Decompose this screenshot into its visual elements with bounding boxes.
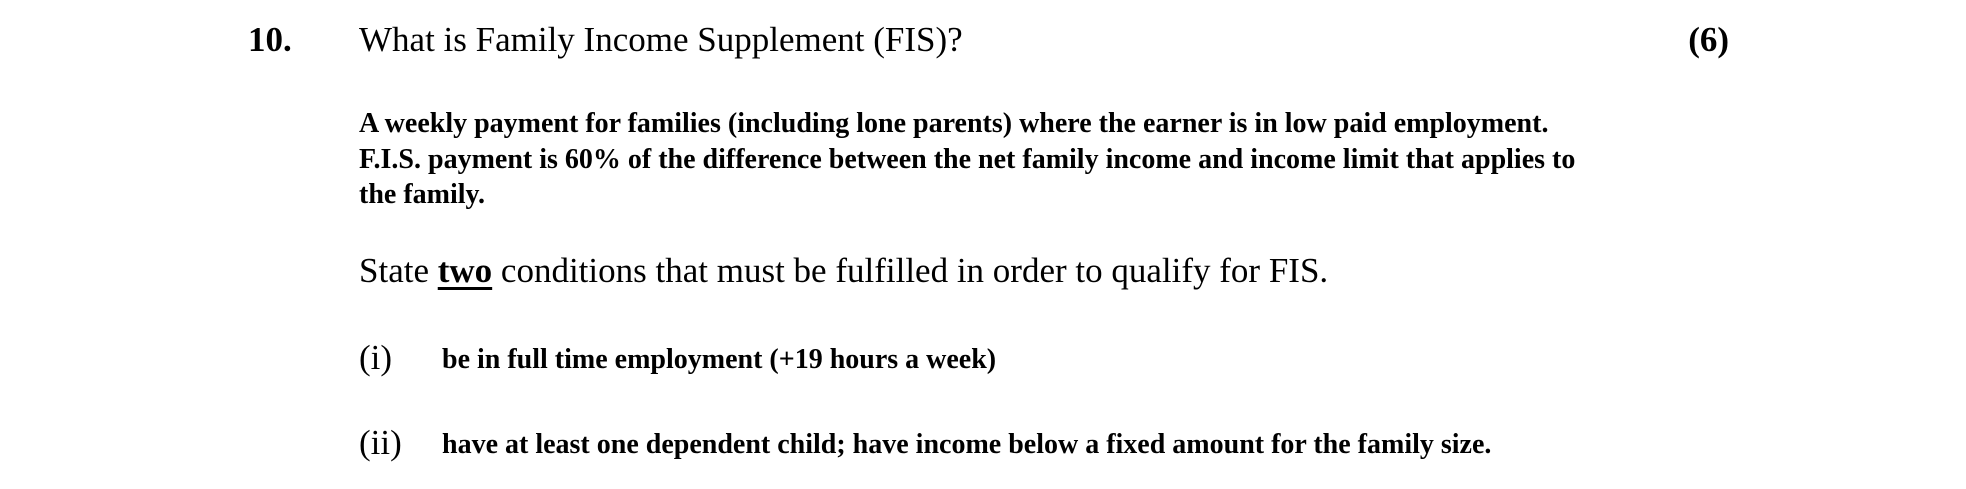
condition-label: (i): [359, 338, 393, 377]
conditions-prompt: State two conditions that must be fulfil…: [359, 251, 1328, 291]
condition-answer: have at least one dependent child; have …: [442, 429, 1492, 460]
answer-line: the family.: [359, 179, 485, 210]
prompt-before: State: [359, 251, 438, 290]
condition-label: (ii): [359, 423, 402, 462]
question-marks: (6): [1688, 20, 1729, 59]
question-number: 10.: [248, 20, 292, 59]
prompt-after: conditions that must be fulfilled in ord…: [492, 251, 1329, 290]
answer-line: F.I.S. payment is 60% of the difference …: [359, 143, 1576, 175]
answer-paragraph: A weekly payment for families (including…: [359, 106, 1759, 213]
answer-line: A weekly payment for families (including…: [359, 108, 1549, 139]
condition-answer: be in full time employment (+19 hours a …: [442, 344, 997, 375]
prompt-emphasis: two: [437, 251, 493, 290]
question-text: What is Family Income Supplement (FIS)?: [359, 20, 963, 59]
